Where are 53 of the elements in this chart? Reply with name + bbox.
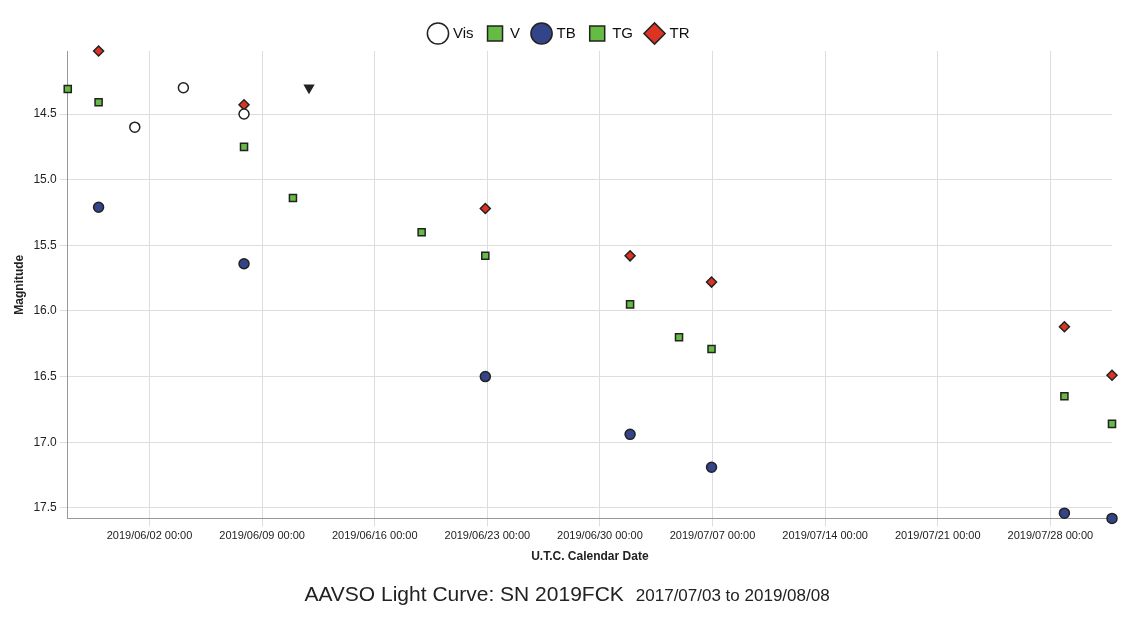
y-tick-label: 16.5 [33, 368, 58, 383]
point [674, 332, 684, 342]
text: AAVSO Light Curve: SN 2019FCK [304, 582, 624, 605]
point [238, 108, 250, 120]
y-tick-label: 17.0 [33, 434, 58, 449]
legend-label: TR [669, 23, 690, 41]
legend-label: TG [612, 23, 634, 41]
y-axis-title: Magnitude [11, 254, 26, 315]
x-tick-label: 2019/07/14 00:00 [782, 529, 868, 542]
x-tick-label: 2019/06/09 00:00 [219, 529, 305, 542]
x-tick-label: 2019/07/07 00:00 [669, 529, 756, 542]
point [624, 428, 636, 441]
point [705, 461, 718, 473]
point [288, 193, 298, 203]
point [625, 300, 635, 309]
y-tick-label: 16.0 [33, 303, 58, 318]
point [1060, 392, 1069, 401]
point [238, 257, 250, 270]
point [479, 370, 492, 383]
point [129, 121, 141, 133]
y-tick-label: 15.0 [33, 171, 58, 186]
point [624, 250, 636, 262]
x-axis-title: U.T.C. Calendar Date [531, 549, 649, 564]
point [481, 251, 490, 261]
x-tick-label: 2019/06/23 00:00 [444, 529, 531, 542]
point [417, 227, 426, 237]
point [1058, 507, 1071, 519]
point [94, 97, 103, 107]
x-tick-label: 2019/06/30 00:00 [557, 529, 643, 542]
point [239, 142, 249, 152]
text: 2017/07/03 to 2019/08/08 [635, 586, 830, 605]
legend-label: Vis [452, 23, 474, 41]
point [1106, 512, 1118, 525]
legend-label: TB [556, 23, 576, 41]
x-tick-label: 2019/07/21 00:00 [894, 529, 981, 542]
point [1107, 419, 1117, 429]
point [63, 84, 73, 94]
y-tick-label: 14.5 [33, 106, 58, 121]
point [177, 82, 190, 94]
point [92, 201, 105, 213]
x-tick-label: 2019/06/02 00:00 [106, 529, 193, 542]
x-tick-label: 2019/06/16 00:00 [331, 529, 418, 542]
x-tick-label: 2019/07/28 00:00 [1007, 529, 1094, 542]
point [303, 84, 315, 94]
y-tick-label: 17.5 [33, 500, 58, 515]
point [92, 45, 105, 57]
point [705, 276, 718, 288]
legend-label: V [510, 23, 521, 41]
y-tick-label: 15.5 [33, 237, 58, 252]
point [1106, 369, 1118, 382]
point [479, 202, 492, 215]
point [1058, 320, 1071, 333]
point [707, 344, 716, 354]
